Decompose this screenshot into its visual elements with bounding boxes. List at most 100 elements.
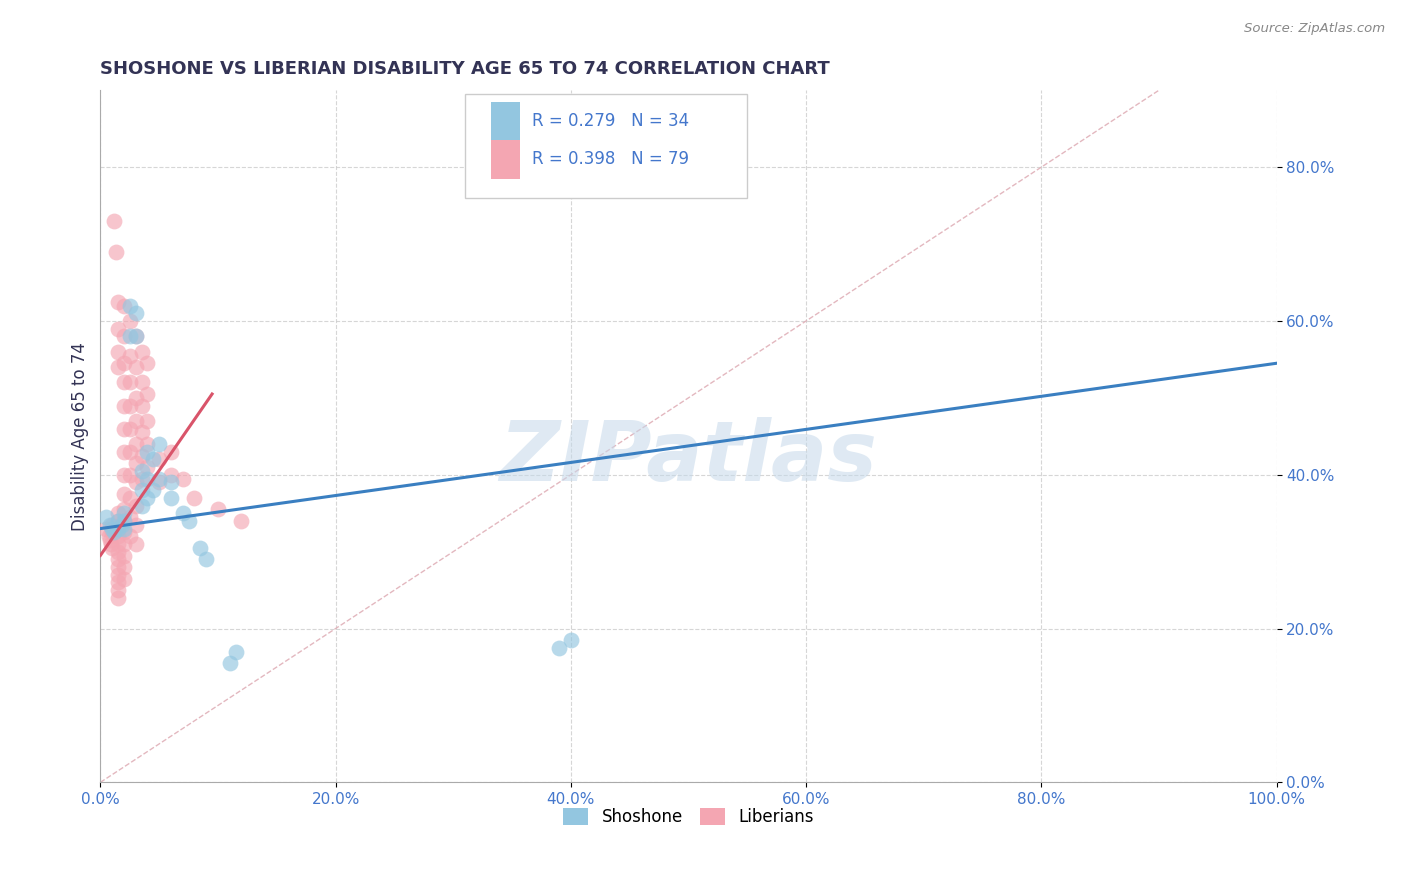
Point — [124, 329, 146, 343]
Point — [118, 376, 141, 390]
Point — [548, 640, 571, 655]
Point — [172, 472, 194, 486]
Point — [112, 506, 135, 520]
Point — [107, 522, 129, 536]
Point — [107, 529, 129, 543]
Point — [118, 399, 141, 413]
Point — [118, 299, 141, 313]
Point — [107, 552, 129, 566]
Point — [131, 464, 153, 478]
Point — [107, 506, 129, 520]
FancyBboxPatch shape — [491, 140, 520, 178]
Text: Source: ZipAtlas.com: Source: ZipAtlas.com — [1244, 22, 1385, 36]
Point — [112, 467, 135, 482]
Point — [118, 349, 141, 363]
Point — [136, 460, 159, 475]
Point — [218, 656, 240, 670]
Point — [118, 510, 141, 524]
Point — [107, 591, 129, 605]
Point — [112, 537, 135, 551]
Point — [131, 376, 153, 390]
Point — [112, 514, 135, 528]
Point — [124, 437, 146, 451]
Point — [124, 456, 146, 470]
Point — [112, 487, 135, 501]
Point — [112, 522, 135, 536]
Point — [124, 537, 146, 551]
Point — [142, 483, 165, 497]
Point — [124, 306, 146, 320]
Text: R = 0.279   N = 34: R = 0.279 N = 34 — [531, 112, 689, 130]
Point — [107, 522, 129, 536]
Point — [112, 560, 135, 574]
Point — [112, 525, 135, 540]
Text: ZIPatlas: ZIPatlas — [499, 417, 877, 498]
Point — [136, 437, 159, 451]
Point — [107, 514, 129, 528]
Point — [160, 475, 183, 490]
Point — [124, 329, 146, 343]
Point — [107, 514, 129, 528]
Point — [118, 329, 141, 343]
Point — [131, 483, 153, 497]
Point — [107, 583, 129, 598]
Point — [112, 502, 135, 516]
Point — [124, 391, 146, 405]
Point — [188, 541, 211, 555]
Point — [172, 506, 194, 520]
Point — [103, 214, 125, 228]
Point — [160, 444, 183, 458]
Point — [136, 472, 159, 486]
Point — [131, 499, 153, 513]
Point — [107, 344, 129, 359]
Point — [107, 360, 129, 375]
Point — [118, 444, 141, 458]
Point — [101, 522, 124, 536]
Point — [107, 294, 129, 309]
Point — [124, 475, 146, 490]
Point — [98, 533, 121, 548]
Point — [112, 356, 135, 370]
Point — [104, 244, 127, 259]
Point — [118, 491, 141, 505]
Point — [107, 537, 129, 551]
Point — [131, 425, 153, 440]
Point — [101, 541, 124, 555]
Point — [183, 491, 205, 505]
Point — [96, 522, 118, 536]
Point — [97, 529, 120, 543]
Point — [107, 544, 129, 558]
Point — [177, 514, 200, 528]
Point — [110, 517, 132, 532]
Point — [124, 360, 146, 375]
Point — [112, 399, 135, 413]
Point — [131, 399, 153, 413]
Point — [107, 560, 129, 574]
Point — [118, 529, 141, 543]
Point — [118, 422, 141, 436]
Point — [112, 444, 135, 458]
Point — [112, 549, 135, 563]
Point — [160, 491, 183, 505]
Point — [142, 452, 165, 467]
Point — [131, 472, 153, 486]
Point — [107, 575, 129, 590]
FancyBboxPatch shape — [465, 94, 747, 197]
Text: R = 0.398   N = 79: R = 0.398 N = 79 — [531, 151, 689, 169]
Point — [107, 567, 129, 582]
Point — [118, 314, 141, 328]
Point — [148, 472, 170, 486]
Point — [225, 645, 247, 659]
Point — [101, 517, 124, 532]
Point — [136, 414, 159, 428]
Point — [148, 475, 170, 490]
Point — [112, 299, 135, 313]
Point — [124, 414, 146, 428]
Point — [100, 537, 122, 551]
Legend: Shoshone, Liberians: Shoshone, Liberians — [557, 801, 820, 833]
Point — [101, 525, 124, 540]
Point — [148, 452, 170, 467]
Point — [136, 444, 159, 458]
Point — [103, 525, 125, 540]
Point — [131, 344, 153, 359]
